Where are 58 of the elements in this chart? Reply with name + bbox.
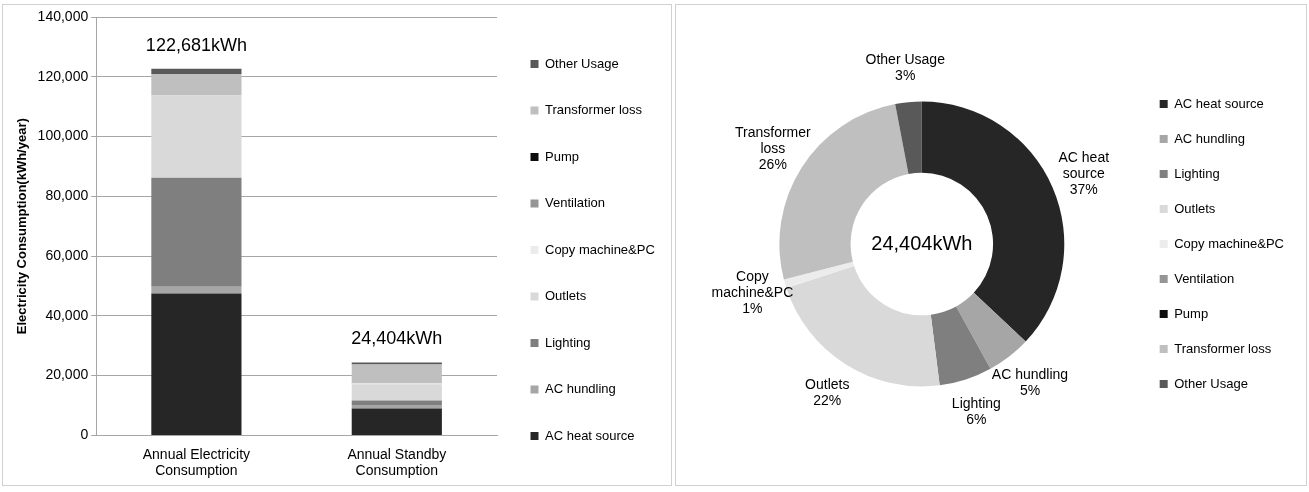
y-axis-title: Electricity Consumption(kWh/year) [14, 118, 30, 335]
y-tick-label: 40,000 [45, 306, 89, 323]
legend-label: Lighting [1174, 165, 1220, 181]
y-tick-label: 140,000 [37, 7, 89, 24]
total-label: 122,681kWh [145, 34, 247, 55]
legend-label: Other Usage [1174, 375, 1248, 391]
legend-label: Pump [545, 148, 579, 164]
y-tick-label: 60,000 [45, 246, 89, 263]
bar [351, 400, 442, 405]
legend-label: Transformer loss [545, 102, 643, 118]
legend-label: Copy machine&PC [1174, 235, 1284, 251]
data-label: 1% [742, 300, 763, 317]
y-tick-label: 120,000 [37, 67, 89, 84]
legend-label: Pump [1174, 305, 1209, 321]
slice-label: Other Usage [865, 51, 946, 68]
bar [151, 177, 242, 287]
legend-label: AC heat source [545, 427, 635, 443]
bar [351, 384, 442, 401]
y-tick-label: 0 [80, 426, 89, 443]
legend-label: AC hundling [545, 381, 616, 397]
bar [351, 408, 442, 435]
y-tick-label: 100,000 [37, 127, 89, 144]
legend-label: Copy machine&PC [545, 241, 655, 257]
legend-label: AC hundling [1174, 130, 1245, 146]
legend-label: Outlets [1174, 200, 1216, 216]
bar [151, 286, 242, 294]
legend-label: AC heat source [1174, 95, 1264, 111]
legend-label: Transformer loss [1174, 340, 1272, 356]
data-label: 3% [895, 67, 916, 84]
legend-label: Other Usage [545, 55, 619, 71]
legend-label: Outlets [545, 288, 587, 304]
x-tick-label: Annual Electricity Consumption [142, 445, 251, 479]
data-label: 6% [966, 410, 987, 427]
y-tick-label: 20,000 [45, 366, 89, 383]
slice-label: Transformer loss [734, 124, 812, 157]
bar [151, 293, 242, 435]
slice-label: AC hundling [991, 366, 1069, 383]
data-label: 5% [1019, 382, 1041, 399]
data-label: 22% [813, 391, 842, 408]
slice-label: Lighting [951, 394, 1001, 411]
bar [151, 95, 242, 178]
data-label: 37% [1069, 180, 1098, 197]
total-label: 24,404kWh [351, 328, 443, 349]
legend-label: Ventilation [1174, 270, 1235, 286]
slice-label: AC heat source [1058, 148, 1110, 181]
slice-label: Outlets [805, 375, 850, 392]
data-label: 26% [758, 156, 787, 173]
bar [351, 404, 442, 409]
bar [151, 68, 242, 75]
legend-label: Lighting [545, 334, 591, 350]
x-tick-label: Annual Standby Consumption [347, 445, 447, 479]
bar [351, 362, 442, 365]
bar [351, 364, 442, 384]
text: 24,404kWh [871, 231, 973, 254]
legend-label: Ventilation [545, 195, 605, 211]
bar [151, 74, 242, 96]
y-tick-label: 80,000 [45, 187, 89, 204]
slice-label: Copy machine&PC [711, 268, 794, 301]
